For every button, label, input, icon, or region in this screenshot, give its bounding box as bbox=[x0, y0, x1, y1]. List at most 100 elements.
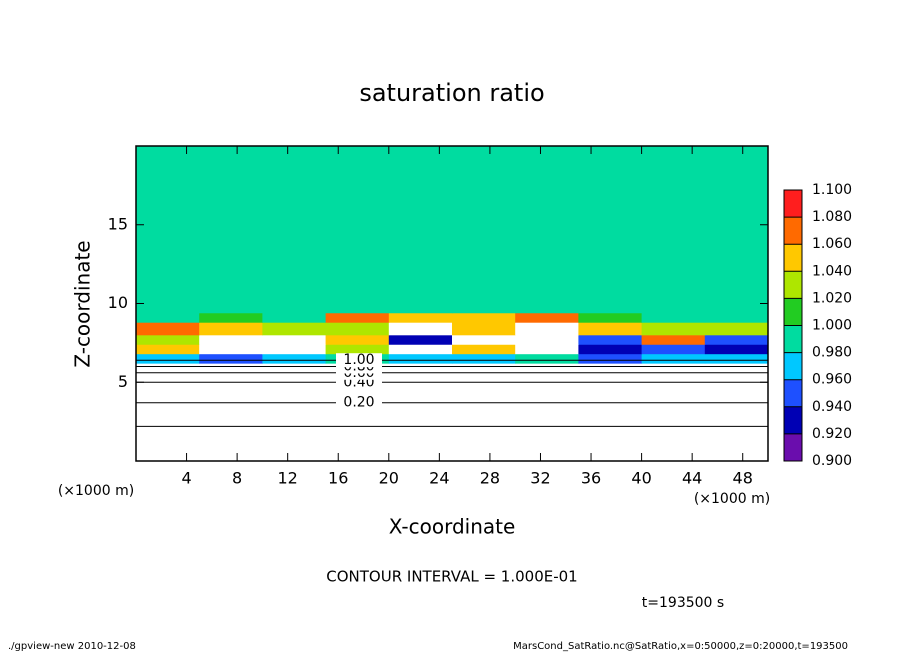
heat-cell bbox=[452, 344, 516, 355]
heat-cell bbox=[262, 353, 327, 364]
x-tick-label: 36 bbox=[581, 469, 601, 488]
colorbar-label: 0.980 bbox=[812, 345, 852, 361]
heat-cell bbox=[578, 353, 643, 364]
colorbar-swatch bbox=[784, 298, 802, 326]
heat-cell bbox=[262, 312, 327, 323]
heat-cell bbox=[136, 322, 200, 336]
heat-cell bbox=[388, 344, 453, 355]
heat-cell bbox=[452, 335, 516, 345]
heat-cell bbox=[578, 146, 643, 314]
x-tick-label: 44 bbox=[682, 469, 702, 488]
heat-cell bbox=[578, 344, 643, 355]
contour-interval: CONTOUR INTERVAL = 1.000E-01 bbox=[326, 568, 577, 586]
heat-cell bbox=[704, 322, 769, 336]
colorbar-label: 0.940 bbox=[812, 399, 852, 415]
heat-cell bbox=[515, 344, 579, 355]
heat-cell bbox=[452, 146, 516, 314]
colorbar-swatch bbox=[784, 433, 802, 461]
heat-cell bbox=[325, 322, 390, 336]
contour-label-bg bbox=[336, 395, 382, 410]
colorbar-swatch bbox=[784, 325, 802, 353]
heat-cell bbox=[136, 353, 200, 364]
x-tick-label: 8 bbox=[232, 469, 242, 488]
colorbar-label: 0.960 bbox=[812, 372, 852, 388]
colorbar-swatch bbox=[784, 379, 802, 407]
heat-cell bbox=[578, 312, 643, 323]
colorbar-label: 1.100 bbox=[812, 182, 852, 198]
heat-cell bbox=[388, 322, 453, 336]
heat-cell bbox=[199, 335, 263, 345]
heat-cell bbox=[199, 353, 263, 364]
heat-cell bbox=[578, 363, 643, 462]
heat-cell bbox=[515, 146, 579, 314]
heat-cell bbox=[641, 146, 706, 314]
heat-cell bbox=[388, 353, 453, 364]
heat-cell bbox=[515, 353, 579, 364]
heat-cell bbox=[199, 146, 263, 314]
colorbar-label: 1.060 bbox=[812, 236, 852, 252]
footer-left: ./gpview-new 2010-12-08 bbox=[8, 641, 136, 652]
heat-cell bbox=[388, 146, 453, 314]
heat-cell bbox=[515, 312, 579, 323]
colorbar-swatch bbox=[784, 271, 802, 299]
colorbar-label: 1.000 bbox=[812, 318, 852, 334]
x-tick-label: 12 bbox=[278, 469, 298, 488]
y-tick-label: 15 bbox=[108, 214, 128, 233]
heat-cell bbox=[136, 312, 200, 323]
y-tick-label: 10 bbox=[108, 293, 128, 312]
x-tick-label: 4 bbox=[181, 469, 191, 488]
heat-cell bbox=[704, 344, 769, 355]
colorbar-label: 0.920 bbox=[812, 426, 852, 442]
heat-cell bbox=[704, 335, 769, 345]
colorbar-label: 1.040 bbox=[812, 263, 852, 279]
heat-cell bbox=[704, 312, 769, 323]
heat-cell bbox=[199, 363, 263, 462]
heat-cell bbox=[578, 335, 643, 345]
contour-label-bg bbox=[336, 353, 382, 368]
heat-cell bbox=[704, 353, 769, 364]
y-unit: (×1000 m) bbox=[58, 483, 134, 499]
heat-cell bbox=[388, 363, 453, 462]
heat-cell bbox=[515, 335, 579, 345]
colorbar-label: 1.080 bbox=[812, 209, 852, 225]
x-axis-label: X-coordinate bbox=[389, 515, 516, 539]
heat-cell bbox=[704, 146, 769, 314]
y-axis-label: Z-coordinate bbox=[71, 240, 95, 367]
heat-cell bbox=[578, 322, 643, 336]
heat-cell bbox=[136, 363, 200, 462]
colorbar-swatch bbox=[784, 352, 802, 380]
heat-cell bbox=[641, 363, 706, 462]
contour-label: 0.20 bbox=[343, 395, 374, 411]
heat-cell bbox=[452, 322, 516, 336]
heat-cell bbox=[452, 312, 516, 323]
heat-cell bbox=[325, 335, 390, 345]
heat-cell bbox=[325, 344, 390, 355]
heat-cell bbox=[515, 363, 579, 462]
heat-cell bbox=[515, 322, 579, 336]
heat-cell bbox=[262, 344, 327, 355]
heat-cell bbox=[641, 344, 706, 355]
heat-cell bbox=[641, 353, 706, 364]
heat-cell bbox=[199, 322, 263, 336]
x-tick-label: 40 bbox=[631, 469, 651, 488]
heat-cell bbox=[262, 146, 327, 314]
heat-cell bbox=[452, 353, 516, 364]
heat-cell bbox=[325, 312, 390, 323]
footer-right: MarsCond_SatRatio.nc@SatRatio,x=0:50000,… bbox=[513, 641, 848, 652]
colorbar-label: 0.900 bbox=[812, 453, 852, 469]
y-tick-label: 5 bbox=[118, 372, 128, 391]
heat-cell bbox=[199, 344, 263, 355]
heat-cell bbox=[262, 335, 327, 345]
x-tick-label: 24 bbox=[429, 469, 449, 488]
x-tick-label: 28 bbox=[480, 469, 500, 488]
x-tick-label: 48 bbox=[733, 469, 753, 488]
heat-cell bbox=[199, 312, 263, 323]
heat-cell bbox=[262, 363, 327, 462]
x-unit: (×1000 m) bbox=[694, 491, 770, 507]
colorbar-swatch bbox=[784, 244, 802, 272]
heat-cell bbox=[452, 363, 516, 462]
heat-cell bbox=[325, 146, 390, 314]
heat-cell bbox=[136, 146, 200, 314]
